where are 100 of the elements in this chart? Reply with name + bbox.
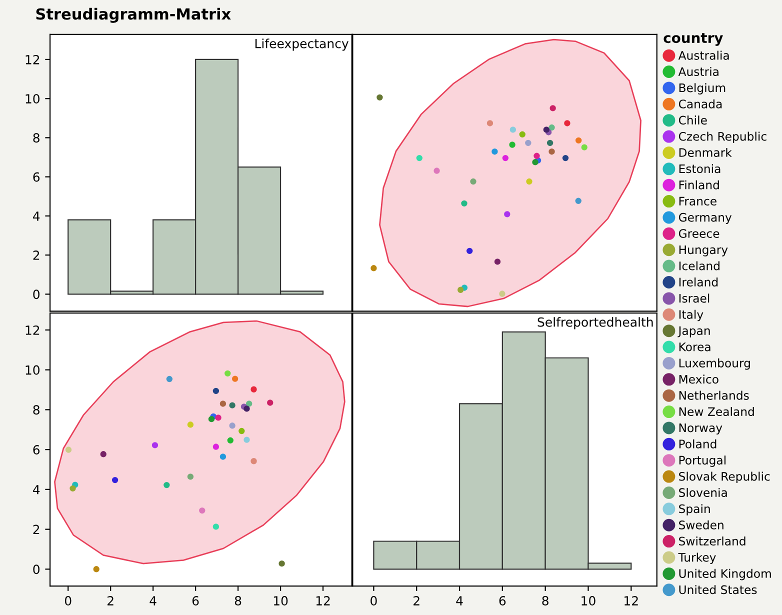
x-tick-label: 2 <box>108 596 114 606</box>
y-tick-label: 0 <box>33 290 40 300</box>
point <box>224 370 231 377</box>
point <box>562 154 569 162</box>
x-tick-label: 6 <box>499 596 506 606</box>
legend-label: Norway <box>679 424 722 434</box>
point <box>492 148 498 155</box>
legend-label: Czech Republic <box>678 132 766 144</box>
point <box>546 140 554 146</box>
legend-label: Poland <box>679 439 716 448</box>
legend-label: France <box>679 196 716 206</box>
y-tick-label: 0 <box>33 564 40 574</box>
point <box>212 524 220 530</box>
point <box>532 159 538 166</box>
point <box>575 137 582 144</box>
point <box>267 400 274 406</box>
legend-label: Italy <box>679 310 704 322</box>
point <box>466 248 473 254</box>
point <box>100 451 106 458</box>
point <box>70 485 76 492</box>
point <box>164 482 170 488</box>
point <box>370 265 377 272</box>
point <box>246 400 252 407</box>
legend-label: Israel <box>679 294 710 303</box>
legend-label: Luxembourg <box>679 358 750 370</box>
legend-label: Sweden <box>679 520 724 530</box>
point <box>232 376 238 382</box>
point <box>509 142 516 148</box>
point <box>510 126 516 133</box>
point <box>548 148 555 155</box>
y-tick-label: 2 <box>33 250 40 260</box>
point <box>199 507 206 514</box>
point <box>416 154 422 162</box>
point <box>486 120 494 126</box>
legend-label: Finland <box>679 180 719 190</box>
y-tick-label: 10 <box>26 365 40 375</box>
point <box>187 474 194 480</box>
chart-title: Lifeexpectancy <box>255 38 349 51</box>
point <box>250 458 257 464</box>
point <box>519 131 526 138</box>
legend-label: Germany <box>678 212 732 224</box>
y-tick-label: 12 <box>26 54 40 64</box>
x-tick-label: 0 <box>370 596 377 606</box>
point <box>534 152 540 159</box>
point <box>376 94 383 101</box>
y-tick-label: 2 <box>33 524 40 534</box>
legend-label: United Kingdom <box>679 568 771 580</box>
point <box>65 446 72 453</box>
y-tick-label: 8 <box>33 133 40 143</box>
point <box>215 414 222 421</box>
legend-label: Ireland <box>679 277 718 286</box>
legend-label: Greece <box>678 229 720 238</box>
point <box>564 120 570 126</box>
point <box>244 436 250 443</box>
point <box>575 198 582 204</box>
legend-label: Japan <box>678 326 710 338</box>
x-tick-label: 10 <box>274 596 288 606</box>
legend-label: Netherlands <box>679 390 749 400</box>
point <box>250 386 257 392</box>
point <box>461 200 468 207</box>
point <box>220 454 226 460</box>
point <box>244 406 250 412</box>
y-tick-label: 12 <box>26 325 40 335</box>
point <box>212 388 220 394</box>
point <box>187 422 194 428</box>
x-tick-label: 6 <box>192 596 199 606</box>
chart-title: Selfreportedhealth <box>538 317 653 330</box>
point <box>220 400 226 407</box>
y-tick-label: 8 <box>33 405 40 415</box>
point <box>238 428 245 434</box>
point <box>526 178 532 185</box>
legend-title: country <box>664 33 723 46</box>
y-tick-label: 4 <box>32 212 40 221</box>
legend-label: Slovak Republic <box>679 472 770 484</box>
legend-label: Korea <box>679 342 710 352</box>
legend-label: Hungary <box>679 245 728 256</box>
point <box>470 178 476 185</box>
x-tick-label: 8 <box>234 596 242 606</box>
point <box>208 416 215 422</box>
x-tick-label: 10 <box>582 596 596 606</box>
legend-label: Denmark <box>679 148 732 157</box>
text: Streudiagramm-Matrix <box>36 8 231 23</box>
point <box>112 476 118 484</box>
point <box>278 560 285 567</box>
point <box>212 444 220 450</box>
legend-label: Spain <box>679 504 710 516</box>
x-tick-label: 2 <box>414 596 420 606</box>
legend-label: New Zealand <box>679 406 754 416</box>
y-tick-label: 4 <box>32 485 40 494</box>
x-tick-label: 12 <box>624 596 638 606</box>
point <box>494 258 501 265</box>
legend-label: Austria <box>678 66 718 76</box>
legend-label: Mexico <box>679 374 718 384</box>
legend-label: United States <box>679 585 757 594</box>
legend-label: Switzerland <box>679 536 746 546</box>
y-tick-label: 10 <box>26 94 40 104</box>
point <box>581 144 588 150</box>
point <box>166 376 173 382</box>
point <box>434 168 440 174</box>
x-tick-label: 4 <box>456 596 463 606</box>
